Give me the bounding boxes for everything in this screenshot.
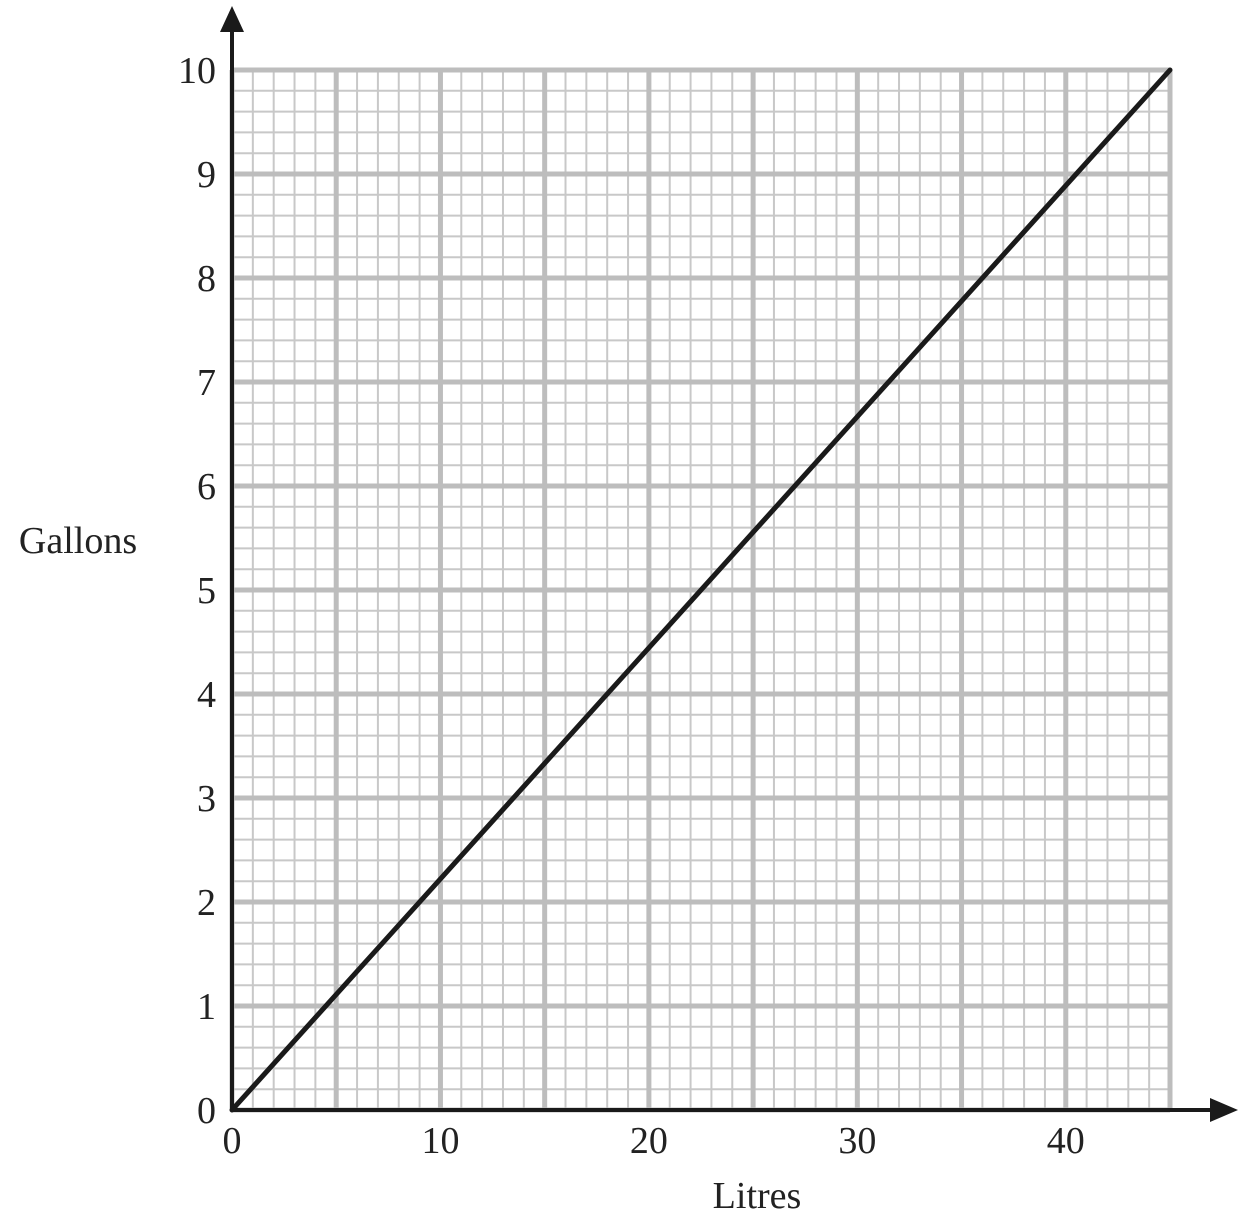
- x-tick-label: 20: [630, 1120, 668, 1162]
- y-tick-label: 5: [197, 570, 216, 612]
- series-line-0: [229, 67, 1173, 1113]
- y-axis-label: Gallons: [19, 520, 137, 562]
- y-tick-label: 0: [197, 1090, 216, 1132]
- series-layer: [229, 67, 1173, 1113]
- y-tick-label: 3: [197, 778, 216, 820]
- x-tick-label: 0: [223, 1120, 242, 1162]
- y-tick-label: 1: [197, 986, 216, 1028]
- y-tick-label: 4: [197, 674, 216, 716]
- tick-labels: 0 10 20 30 40 0 1 2 3 4 5 6 7 8 9 10: [178, 50, 1085, 1162]
- y-tick-label: 7: [197, 362, 216, 404]
- x-tick-label: 30: [838, 1120, 876, 1162]
- y-tick-label: 2: [197, 882, 216, 924]
- major-grid: [229, 67, 1173, 1113]
- x-axis-arrow-icon: [1210, 1098, 1238, 1122]
- x-axis-label: Litres: [713, 1175, 802, 1213]
- y-tick-label: 9: [197, 154, 216, 196]
- y-tick-label: 8: [197, 258, 216, 300]
- y-tick-label: 10: [178, 50, 216, 92]
- x-tick-label: 40: [1047, 1120, 1085, 1162]
- axes: [220, 6, 1238, 1122]
- x-tick-label: 10: [421, 1120, 459, 1162]
- y-tick-label: 6: [197, 466, 216, 508]
- y-axis-arrow-icon: [220, 6, 244, 32]
